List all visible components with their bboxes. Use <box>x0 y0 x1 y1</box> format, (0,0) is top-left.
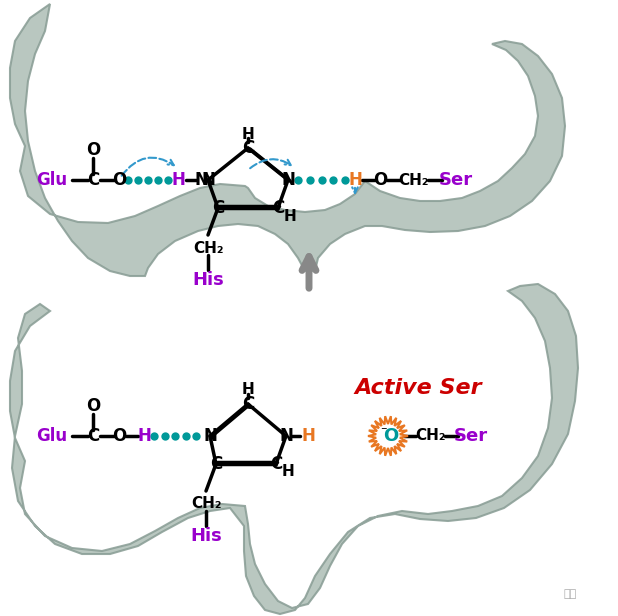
Text: H: H <box>242 126 255 142</box>
Point <box>163 175 173 185</box>
Point <box>133 175 143 185</box>
Point <box>180 431 190 441</box>
Text: ⁻: ⁻ <box>379 426 386 439</box>
Text: His: His <box>192 271 224 289</box>
Text: H: H <box>348 171 362 189</box>
Text: H: H <box>171 171 185 189</box>
Text: C: C <box>87 427 99 445</box>
Polygon shape <box>368 416 408 456</box>
Point <box>316 175 326 185</box>
Text: C: C <box>242 139 254 157</box>
Text: O: O <box>112 171 126 189</box>
Text: O: O <box>383 427 399 445</box>
Text: CH₂: CH₂ <box>191 496 221 511</box>
Text: C: C <box>270 455 282 473</box>
Text: C: C <box>210 455 222 473</box>
Point <box>191 431 201 441</box>
Text: His: His <box>190 527 222 545</box>
Point <box>328 175 338 185</box>
Text: Glu: Glu <box>36 171 67 189</box>
Text: C: C <box>242 395 254 413</box>
Text: O: O <box>86 141 100 159</box>
Text: Active Ser: Active Ser <box>354 378 482 398</box>
Point <box>123 175 133 185</box>
Text: N: N <box>201 171 215 189</box>
Point <box>143 175 153 185</box>
Text: 氢巢: 氢巢 <box>564 589 577 599</box>
Text: Ser: Ser <box>454 427 488 445</box>
Text: N: N <box>281 171 295 189</box>
Text: O: O <box>373 171 387 189</box>
Text: H: H <box>242 383 255 397</box>
Text: CH₂: CH₂ <box>193 240 223 256</box>
Point <box>170 431 180 441</box>
Text: H: H <box>284 208 297 224</box>
Point <box>149 431 159 441</box>
Point <box>153 175 163 185</box>
Text: C: C <box>212 199 224 217</box>
Text: N: N <box>279 427 293 445</box>
Text: CH₂: CH₂ <box>415 429 445 444</box>
Text: H: H <box>301 427 315 445</box>
Polygon shape <box>10 284 578 614</box>
Text: Ser: Ser <box>439 171 473 189</box>
Point <box>159 431 169 441</box>
Text: O: O <box>86 397 100 415</box>
Point <box>340 175 350 185</box>
Point <box>293 175 303 185</box>
Text: C: C <box>87 171 99 189</box>
Text: O: O <box>112 427 126 445</box>
Text: CH₂: CH₂ <box>398 172 428 187</box>
Text: C: C <box>272 199 284 217</box>
Text: H: H <box>137 427 151 445</box>
Text: N: N <box>194 171 208 189</box>
Point <box>305 175 315 185</box>
Text: N: N <box>203 427 217 445</box>
Text: Glu: Glu <box>36 427 67 445</box>
Polygon shape <box>10 4 565 276</box>
Text: H: H <box>282 464 294 479</box>
